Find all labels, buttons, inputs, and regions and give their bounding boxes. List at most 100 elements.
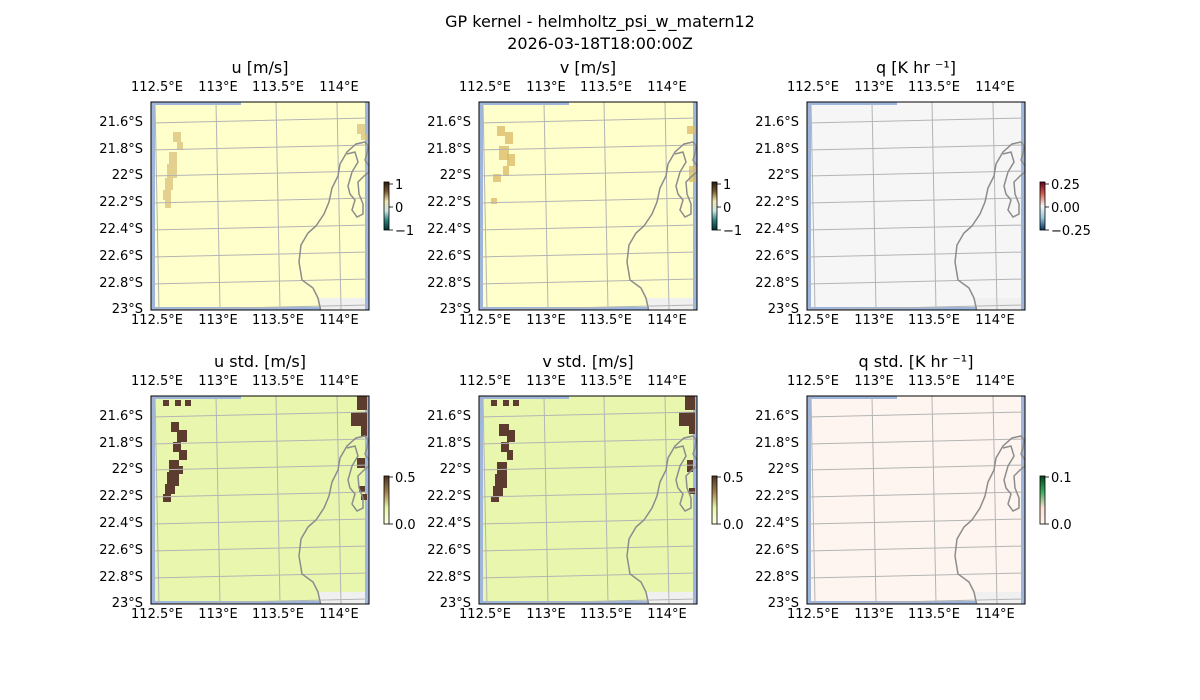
lon-tick-label-top: 114°E (319, 80, 359, 95)
lat-tick-label: 22.4°S (99, 222, 143, 237)
parallel-line (479, 224, 697, 231)
parallel-line (151, 170, 369, 177)
lon-tick-label-top: 113.5°E (908, 374, 960, 389)
data-cell (175, 400, 181, 406)
lat-tick-label: 21.6°S (99, 115, 143, 130)
parallel-line (807, 170, 1025, 177)
parallel-line (479, 518, 697, 525)
data-cell (689, 166, 695, 182)
parallel-line (807, 464, 1025, 471)
data-cell (175, 466, 183, 474)
parallel-line (151, 491, 369, 498)
coastline (626, 141, 697, 310)
lon-tick-label-bottom: 112.5°E (787, 313, 839, 328)
panel-title: v [m/s] (560, 58, 616, 77)
lon-tick-label-top: 113°E (526, 80, 566, 95)
parallel-line (807, 572, 1025, 579)
ocean-strip-right (693, 102, 697, 310)
parallel-line (807, 598, 1025, 604)
colorbar: 0.1 0.0 (1039, 471, 1072, 533)
parallel-line (151, 438, 369, 445)
colorbar-tick-label: 1 (395, 178, 403, 193)
land-area (974, 298, 1025, 310)
data-field (479, 396, 697, 604)
figure-subtitle-timestamp: 2026-03-18T18:00:00Z (507, 34, 693, 53)
meridian-line (336, 102, 342, 310)
ocean-strip-left (479, 102, 483, 310)
parallel-line (479, 170, 697, 177)
parallel-line (151, 518, 369, 525)
lon-tick-label-bottom: 114°E (647, 313, 687, 328)
coastline (954, 141, 1025, 310)
meridian-line (275, 396, 281, 604)
map-frame (806, 101, 1026, 311)
data-cell (491, 400, 497, 406)
lat-tick-label: 22.4°S (99, 516, 143, 531)
parallel-line (151, 197, 369, 204)
data-cell (177, 430, 187, 442)
panel-title: u [m/s] (231, 58, 288, 77)
lon-tick-label-top: 113.5°E (252, 374, 304, 389)
ocean-strip-right (365, 102, 369, 310)
colorbar-gradient (711, 181, 718, 231)
lat-tick-label: 23°S (440, 302, 471, 317)
data-cell (185, 400, 191, 406)
panel-title: v std. [m/s] (542, 352, 633, 371)
data-cell (165, 484, 175, 494)
parallel-line (807, 117, 1025, 124)
map-frame (478, 395, 698, 605)
colorbar: 1 0 −1 (711, 178, 742, 239)
parallel-line (479, 464, 697, 471)
lon-tick-label-top: 113°E (854, 374, 894, 389)
ocean-strip-left (151, 396, 155, 604)
data-cell (495, 474, 507, 488)
lat-tick-label: 22.2°S (755, 195, 799, 210)
lat-tick-label: 22°S (768, 168, 799, 183)
land-area (646, 592, 697, 604)
map-panel-4: u std. [m/s] 112.5°E 112.5°E 113°E 113°E 113.… (99, 352, 415, 622)
lon-tick-label-top: 113°E (854, 80, 894, 95)
data-field (479, 102, 697, 310)
lat-tick-label: 21.6°S (755, 115, 799, 130)
lat-tick-label: 22°S (768, 462, 799, 477)
data-cell (357, 124, 365, 134)
parallel-line (479, 251, 697, 258)
map-area (151, 102, 369, 310)
meridian-line (664, 396, 670, 604)
lon-tick-label-top: 113.5°E (580, 80, 632, 95)
lat-tick-label: 22.6°S (755, 543, 799, 558)
lon-tick-label-top: 114°E (975, 374, 1015, 389)
colorbar-tick-label: 0.5 (395, 471, 416, 486)
parallel-line (807, 304, 1025, 310)
lon-tick-label-bottom: 113°E (854, 313, 894, 328)
lon-tick-label-bottom: 113°E (854, 607, 894, 622)
panel-title: u std. [m/s] (214, 352, 306, 371)
lon-tick-label-top: 112.5°E (459, 80, 511, 95)
data-cell (689, 488, 695, 494)
data-field (151, 102, 369, 310)
lon-tick-label-bottom: 113°E (526, 313, 566, 328)
map-panel-2: v [m/s]112.5°E112.5°E113°E113°E113.5°E11… (427, 58, 742, 328)
parallel-line (151, 545, 369, 552)
colorbar-tick-label: −1 (395, 224, 414, 239)
data-cell (171, 422, 179, 432)
data-cell (497, 462, 507, 474)
lat-tick-label: 22.4°S (427, 516, 471, 531)
colorbar-tick-label: 0.5 (723, 471, 744, 486)
data-cell (503, 400, 509, 406)
lat-tick-label: 21.6°S (755, 409, 799, 424)
lat-tick-label: 22.4°S (755, 222, 799, 237)
ocean-strip-top (807, 396, 897, 399)
lat-tick-label: 22.2°S (99, 195, 143, 210)
lon-tick-label-top: 112.5°E (131, 374, 183, 389)
coastline (298, 141, 369, 310)
data-cell (357, 396, 367, 410)
meridian-line (992, 396, 998, 604)
data-cell (351, 412, 367, 426)
lat-tick-label: 22.6°S (755, 249, 799, 264)
lat-tick-label: 23°S (112, 302, 143, 317)
parallel-line (479, 197, 697, 204)
parallel-line (479, 117, 697, 124)
lon-tick-label-top: 112.5°E (787, 80, 839, 95)
map-frame (806, 395, 1026, 605)
